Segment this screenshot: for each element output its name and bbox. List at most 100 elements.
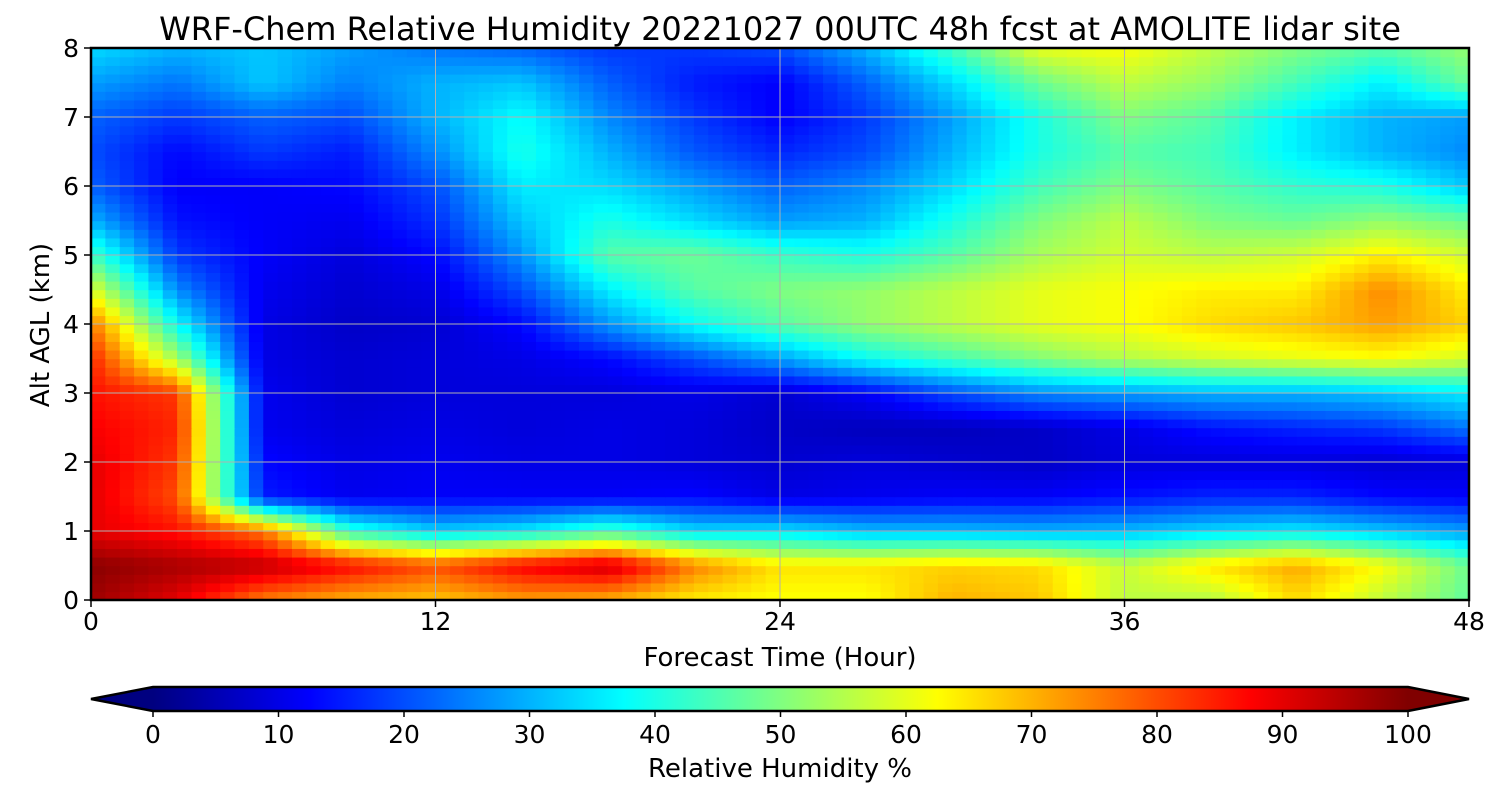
heatmap-cell — [406, 401, 422, 411]
heatmap-cell — [277, 556, 293, 567]
heatmap-cell — [1196, 487, 1212, 498]
heatmap-cell — [335, 375, 351, 386]
heatmap-cell — [1067, 565, 1083, 575]
heatmap-cell — [1440, 289, 1456, 299]
heatmap-cell — [1368, 427, 1384, 437]
heatmap-cell — [1253, 548, 1269, 558]
heatmap-cell — [1024, 401, 1040, 411]
heatmap-cell — [277, 349, 293, 360]
heatmap-cell — [1397, 367, 1413, 377]
heatmap-cell — [162, 453, 178, 463]
heatmap-cell — [679, 470, 695, 480]
heatmap-cell — [952, 591, 968, 600]
heatmap-cell — [1411, 556, 1427, 567]
heatmap-cell — [966, 315, 982, 325]
heatmap-cell — [736, 220, 752, 230]
heatmap-cell — [765, 246, 781, 256]
heatmap-cell — [291, 237, 308, 248]
heatmap-cell — [191, 479, 207, 489]
heatmap-cell — [263, 186, 279, 196]
heatmap-cell — [952, 548, 968, 558]
heatmap-cell — [894, 384, 910, 394]
heatmap-cell — [1167, 358, 1183, 368]
heatmap-cell — [1210, 436, 1226, 446]
heatmap-cell — [1397, 324, 1413, 334]
heatmap-cell — [507, 418, 523, 429]
heatmap-cell — [1095, 280, 1111, 291]
heatmap-cell — [105, 479, 121, 489]
heatmap-cell — [636, 263, 652, 273]
heatmap-cell — [248, 237, 264, 248]
heatmap-cell — [736, 582, 752, 593]
heatmap-cell — [622, 168, 638, 179]
heatmap-cell — [1440, 211, 1456, 222]
heatmap-cell — [1397, 522, 1413, 532]
heatmap-cell — [306, 574, 322, 584]
heatmap-cell — [937, 315, 953, 325]
heatmap-cell — [765, 574, 781, 584]
heatmap-cell — [449, 194, 465, 204]
heatmap-cell — [808, 306, 824, 317]
heatmap-cell — [1038, 444, 1054, 455]
heatmap-cell — [1296, 324, 1312, 334]
heatmap-cell — [392, 306, 408, 317]
heatmap-cell — [980, 393, 997, 403]
heatmap-cell — [1095, 168, 1111, 179]
heatmap-cell — [966, 358, 982, 368]
heatmap-cell — [794, 574, 810, 584]
heatmap-cell — [1253, 401, 1269, 411]
heatmap-cell — [464, 203, 480, 213]
heatmap-cell — [679, 505, 695, 515]
heatmap-cell — [148, 556, 164, 567]
heatmap-cell — [1354, 324, 1370, 334]
heatmap-cell — [1411, 211, 1427, 222]
heatmap-cell — [378, 531, 394, 541]
heatmap-cell — [521, 436, 537, 446]
heatmap-cell — [291, 211, 308, 222]
heatmap-cell — [234, 168, 250, 179]
heatmap-cell — [1124, 591, 1140, 600]
heatmap-cell — [1210, 462, 1226, 472]
heatmap-cell — [162, 203, 178, 213]
heatmap-cell — [320, 487, 336, 498]
heatmap-cell — [894, 220, 910, 230]
heatmap-cell — [593, 151, 609, 161]
heatmap-cell — [593, 237, 609, 248]
heatmap-cell — [378, 393, 394, 403]
heatmap-cell — [1196, 453, 1212, 463]
heatmap-cell — [1138, 306, 1154, 317]
heatmap-cell — [1009, 393, 1025, 403]
heatmap-cell — [277, 246, 293, 256]
heatmap-cell — [162, 168, 178, 179]
heatmap-cell — [1196, 315, 1212, 325]
heatmap-cell — [1296, 306, 1312, 317]
heatmap-cell — [1368, 410, 1384, 420]
heatmap-cell — [851, 151, 867, 161]
heatmap-cell — [808, 591, 824, 600]
heatmap-cell — [1138, 384, 1154, 394]
heatmap-cell — [263, 289, 279, 299]
heatmap-cell — [521, 565, 537, 575]
heatmap-cell — [119, 237, 135, 248]
heatmap-cell — [909, 315, 925, 325]
heatmap-cell — [665, 401, 681, 411]
heatmap-cell — [1138, 229, 1154, 239]
heatmap-cell — [736, 574, 752, 584]
heatmap-cell — [794, 444, 810, 455]
heatmap-cell — [1325, 349, 1341, 360]
heatmap-cell — [1196, 548, 1212, 558]
heatmap-cell — [1311, 298, 1327, 308]
heatmap-cell — [1268, 470, 1284, 480]
heatmap-cell — [995, 427, 1011, 437]
heatmap-cell — [277, 513, 293, 524]
heatmap-cell — [937, 177, 953, 187]
heatmap-cell — [650, 505, 666, 515]
heatmap-cell — [1052, 263, 1068, 273]
heatmap-cell — [1268, 444, 1284, 455]
heatmap-cell — [162, 375, 178, 386]
heatmap-cell — [119, 341, 135, 351]
heatmap-cell — [995, 393, 1011, 403]
heatmap-cell — [449, 574, 465, 584]
heatmap-cell — [1153, 263, 1169, 273]
heatmap-cell — [937, 427, 953, 437]
